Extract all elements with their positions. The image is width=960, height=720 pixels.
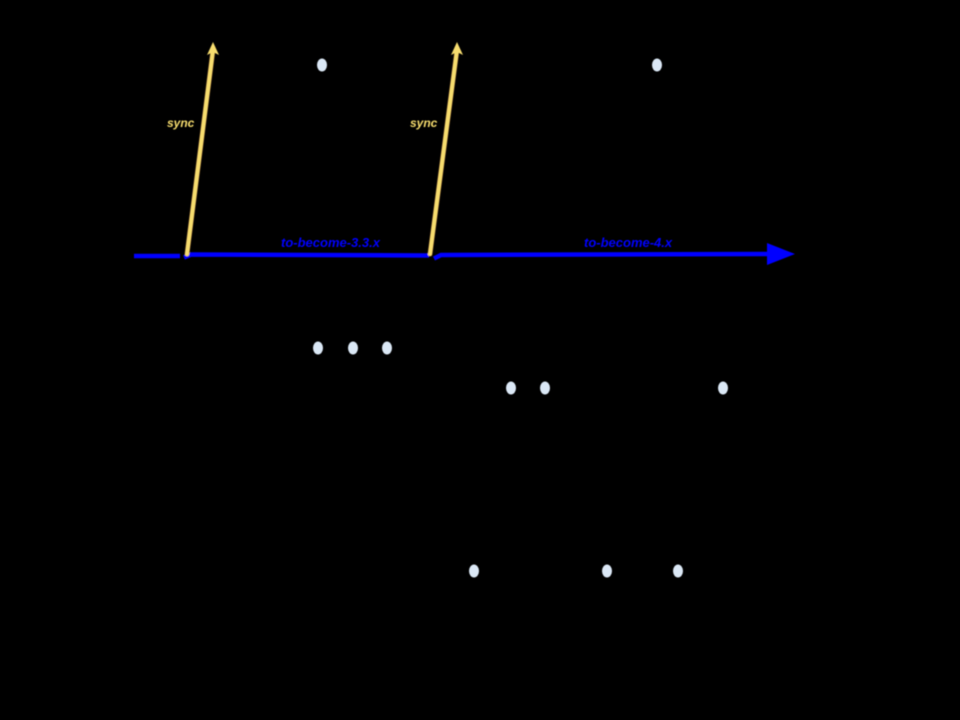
svg-text:sync: sync (410, 116, 438, 130)
svg-text:to-become-3.3.x: to-become-3.3.x (281, 235, 381, 250)
svg-text:sync: sync (167, 116, 195, 130)
svg-text:to-become-4.x: to-become-4.x (584, 235, 673, 250)
